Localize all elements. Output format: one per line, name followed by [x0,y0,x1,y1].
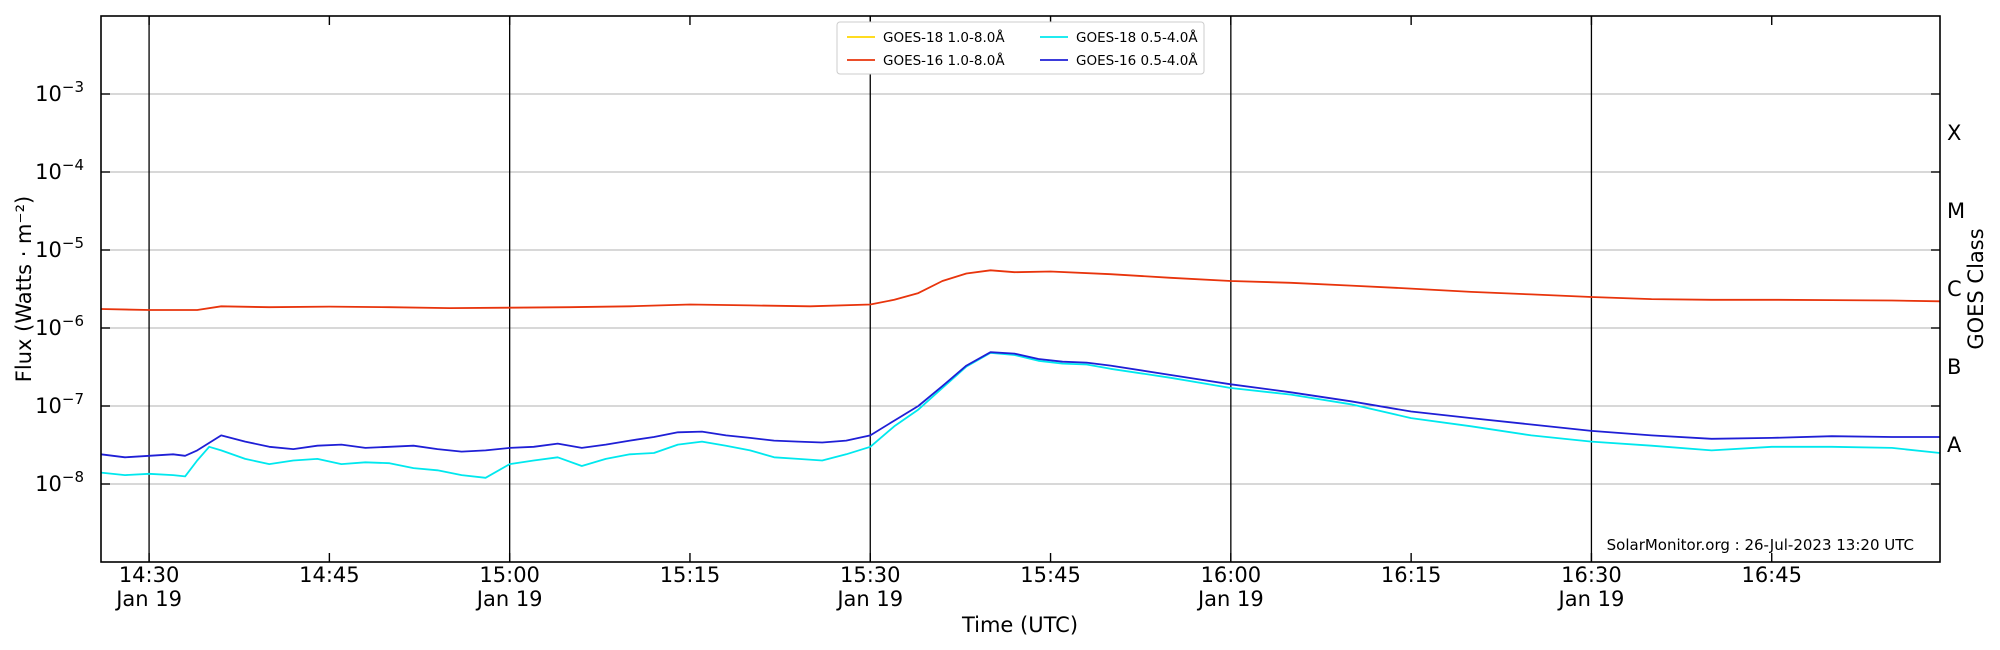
series-line [100,351,1941,479]
goes-class-label: C [1947,277,1962,301]
y-axis-title: Flux (Watts · m⁻²) [12,196,36,382]
legend-label: GOES-16 1.0-8.0Å [883,52,1005,69]
series-line [100,269,1941,311]
x-tick-label: 15:00 [479,563,540,587]
goes-class-label: X [1947,121,1961,145]
series-line [100,351,1940,459]
series-lines [100,269,1941,479]
credit-text: SolarMonitor.org : 26-Jul-2023 13:20 UTC [1607,536,1914,554]
x-tick-date-label: Jan 19 [835,587,903,611]
goes-class-label: B [1947,355,1961,379]
day-boundary-lines [148,16,1593,562]
x-tick-date-label: Jan 19 [1196,587,1264,611]
x-tick-label: 16:00 [1201,563,1262,587]
legend-label: GOES-16 0.5-4.0Å [1076,52,1198,69]
plot-frame [100,15,1941,563]
y-tick-labels: 10−8 10−7 10−6 10−5 10−4 10−3 [35,78,84,496]
legend: GOES-18 1.0-8.0Å GOES-16 1.0-8.0Å GOES-18 … [836,21,1205,75]
goes-class-labels: A B C M X [1947,121,1965,457]
goes-class-label: M [1947,199,1965,223]
y-tick-label: 10−5 [35,234,84,262]
x-axis-title: Time (UTC) [961,613,1078,637]
right-axis-title: GOES Class [1964,228,1988,349]
x-tick-label: 15:15 [660,563,721,587]
x-tick-date-label: Jan 19 [475,587,543,611]
x-tick-label: 16:15 [1381,563,1442,587]
x-tick-label: 15:30 [840,563,901,587]
y-tick-label: 10−3 [35,78,84,106]
legend-box [836,21,1205,75]
x-tick-label: 14:45 [299,563,360,587]
legend-label: GOES-18 1.0-8.0Å [883,29,1005,46]
legend-label: GOES-18 0.5-4.0Å [1076,29,1198,46]
y-tick-label: 10−4 [35,156,84,184]
x-tick-label: 15:45 [1020,563,1081,587]
grid-lines [101,93,1940,485]
x-tick-label: 14:30 [119,563,180,587]
x-tick-label: 16:45 [1741,563,1802,587]
axis-ticks [101,15,1940,563]
x-tick-date-label: Jan 19 [114,587,182,611]
y-tick-label: 10−6 [35,312,84,340]
x-tick-date-label: Jan 19 [1557,587,1625,611]
y-tick-label: 10−7 [35,390,84,418]
x-tick-label: 16:30 [1561,563,1622,587]
goes-class-label: A [1947,433,1962,457]
y-tick-label: 10−8 [35,468,84,496]
